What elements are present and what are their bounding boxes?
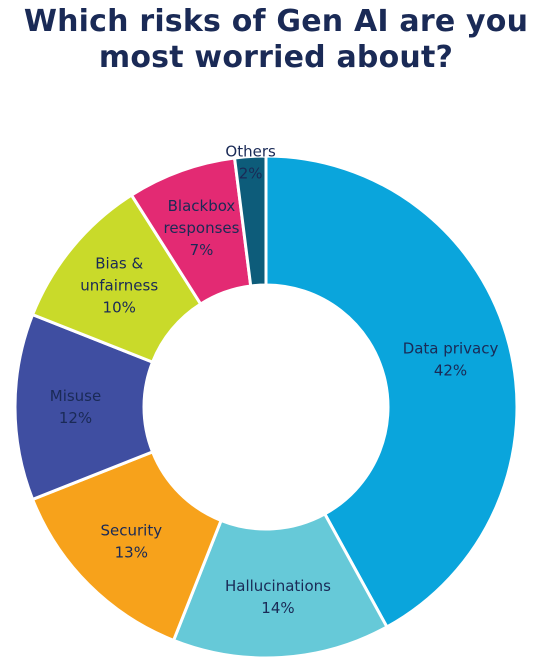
slice-value-label: 7% (190, 241, 214, 259)
donut-slice (264, 154, 519, 629)
slice-label: Hallucinations 14% (225, 577, 331, 617)
slice-category-label: Data privacy (403, 340, 499, 358)
chart-title-line-2: most worried about? (98, 40, 454, 75)
slice-category-label: Bias & (95, 255, 143, 273)
slice-label: Data privacy 42% (403, 340, 499, 380)
chart-title: Which risks of Gen AI are you most worri… (0, 4, 552, 76)
slice-value-label: 42% (434, 362, 467, 380)
slice-category-label: Hallucinations (225, 577, 331, 595)
donut-slice (13, 312, 155, 502)
donut-slice (232, 154, 268, 288)
slice-value-label: 13% (115, 544, 148, 562)
slice-label: Others 2% (225, 142, 276, 182)
slice-labels: Data privacy 42% Hallucinations 14% Security… (50, 142, 499, 617)
slice-category-label: Security (100, 522, 162, 540)
slice-label: Security 13% (100, 522, 162, 562)
slice-category-label: Misuse (50, 387, 101, 405)
slice-value-label: 10% (103, 299, 136, 317)
chart-title-line-1: Which risks of Gen AI are you (23, 4, 529, 39)
slice-label: Misuse 12% (50, 387, 101, 427)
slice-value-label: 2% (239, 164, 263, 182)
slice-category-label: responses (163, 219, 239, 237)
slice-label: Blackbox responses 7% (163, 197, 239, 259)
slice-category-label: Blackbox (168, 197, 236, 215)
slice-value-label: 14% (261, 599, 294, 617)
donut-slice (30, 449, 224, 643)
slice-label: Bias & unfairness 10% (80, 255, 158, 317)
donut-slice (171, 511, 389, 660)
slice-category-label: Others (225, 142, 276, 160)
slice-value-label: 12% (59, 409, 92, 427)
slice-category-label: unfairness (80, 277, 158, 295)
